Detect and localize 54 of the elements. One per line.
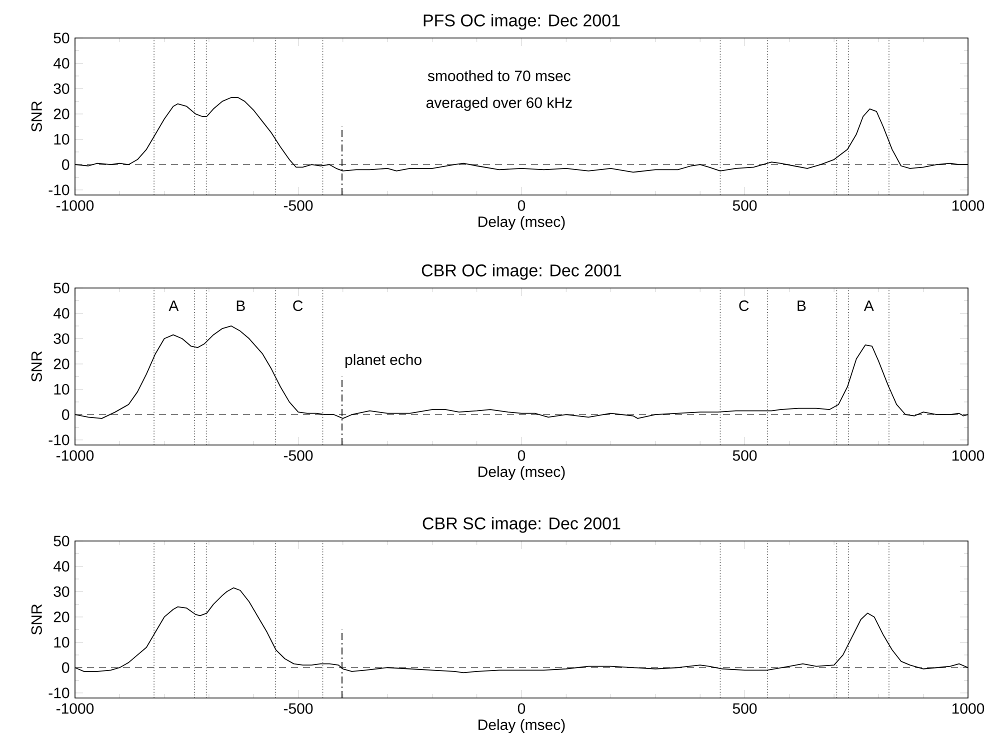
chart-title: CBR SC image: Dec 2001 xyxy=(422,516,620,533)
annotation: A xyxy=(168,300,179,311)
y-axis-title: SNR xyxy=(31,351,42,382)
y-tick-label: 40 xyxy=(53,58,70,69)
y-tick-label: -10 xyxy=(48,688,70,698)
x-tick-label: 1000 xyxy=(952,450,984,461)
annotation: B xyxy=(236,300,245,311)
x-tick-label: 0 xyxy=(518,450,526,461)
y-tick-label: 50 xyxy=(54,536,70,546)
y-tick-label: 30 xyxy=(54,586,70,597)
y-tick-label: -10 xyxy=(48,184,70,196)
x-tick-label: -1000 xyxy=(56,200,94,211)
annotation: C xyxy=(293,300,303,312)
y-tick-label: 50 xyxy=(54,32,70,44)
y-tick-label: 0 xyxy=(62,159,70,170)
x-tick-label: 1000 xyxy=(952,703,984,714)
x-axis-title: Delay (msec) xyxy=(478,216,565,230)
x-tick-label: 0 xyxy=(518,703,526,714)
y-tick-label: 10 xyxy=(54,134,70,145)
annotation: C xyxy=(739,300,749,312)
x-axis-title: Delay (msec) xyxy=(478,719,565,733)
y-tick-label: 20 xyxy=(54,358,70,370)
x-tick-label: 500 xyxy=(732,200,757,211)
x-tick-label: -500 xyxy=(284,200,313,211)
y-tick-label: 30 xyxy=(54,333,70,344)
y-tick-label: 40 xyxy=(53,308,70,319)
annotation: averaged over 60 kHz xyxy=(426,96,572,111)
x-tick-label: -1000 xyxy=(56,703,94,714)
x-tick-label: 500 xyxy=(732,450,757,461)
y-tick-label: 40 xyxy=(53,561,70,572)
chart-title: PFS OC image: Dec 2001 xyxy=(424,14,620,30)
annotation: A xyxy=(864,300,874,311)
y-tick-label: 20 xyxy=(54,108,70,120)
y-tick-label: 30 xyxy=(54,83,70,94)
y-axis-title: SNR xyxy=(31,604,42,635)
x-tick-label: 500 xyxy=(732,703,757,714)
annotation: planet echo xyxy=(346,354,422,368)
y-tick-label: 0 xyxy=(62,662,70,673)
x-tick-label: 0 xyxy=(518,200,526,211)
y-tick-label: 0 xyxy=(62,409,70,420)
y-tick-label: 50 xyxy=(54,282,70,294)
x-tick-label: -500 xyxy=(284,450,313,461)
annotation: smoothed to 70 msec xyxy=(428,70,570,82)
y-tick-label: 10 xyxy=(54,384,70,395)
y-axis-title: SNR xyxy=(31,101,42,132)
chart-title: CBR OC image: Dec 2001 xyxy=(422,264,622,280)
x-axis-title: Delay (msec) xyxy=(478,466,565,480)
x-tick-label: -500 xyxy=(284,703,313,714)
y-tick-label: 20 xyxy=(54,612,70,622)
annotation: B xyxy=(798,300,806,311)
x-tick-label: 1000 xyxy=(952,200,984,211)
y-tick-label: 10 xyxy=(54,636,70,648)
x-tick-label: -1000 xyxy=(56,450,94,461)
y-tick-label: -10 xyxy=(48,434,70,446)
